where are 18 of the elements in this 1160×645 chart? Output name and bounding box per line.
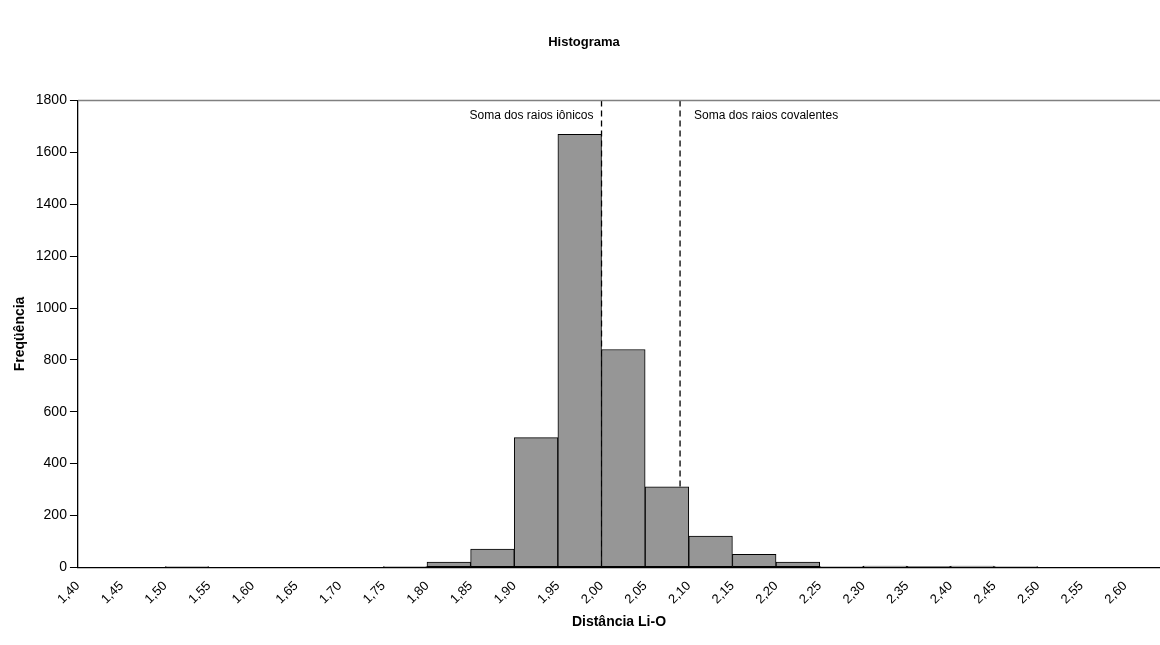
x-tick-label: 1,45 xyxy=(97,577,127,607)
y-tick-label: 1200 xyxy=(35,247,68,264)
y-tick-label: 1600 xyxy=(35,143,68,160)
ref-line-label: Soma dos raios covalentes xyxy=(694,107,839,122)
x-axis-title: Distância Li-O xyxy=(571,613,667,630)
y-axis-title: Freqüência xyxy=(11,296,28,372)
x-tick-label: 1,70 xyxy=(315,577,345,607)
y-tick-label: 1800 xyxy=(35,91,68,108)
x-tick-label: 1,85 xyxy=(446,577,476,607)
y-tick-label: 0 xyxy=(59,558,68,575)
y-tick-label: 1400 xyxy=(35,195,68,212)
y-tick-label: 400 xyxy=(43,454,68,471)
y-tick-label: 200 xyxy=(43,506,68,523)
chart-title: Histograma xyxy=(548,34,621,50)
y-tick-label: 1000 xyxy=(35,298,68,315)
ref-line-label: Soma dos raios iônicos xyxy=(469,107,594,122)
y-tick-label: 600 xyxy=(43,402,68,419)
y-tick-label: 800 xyxy=(43,350,68,367)
